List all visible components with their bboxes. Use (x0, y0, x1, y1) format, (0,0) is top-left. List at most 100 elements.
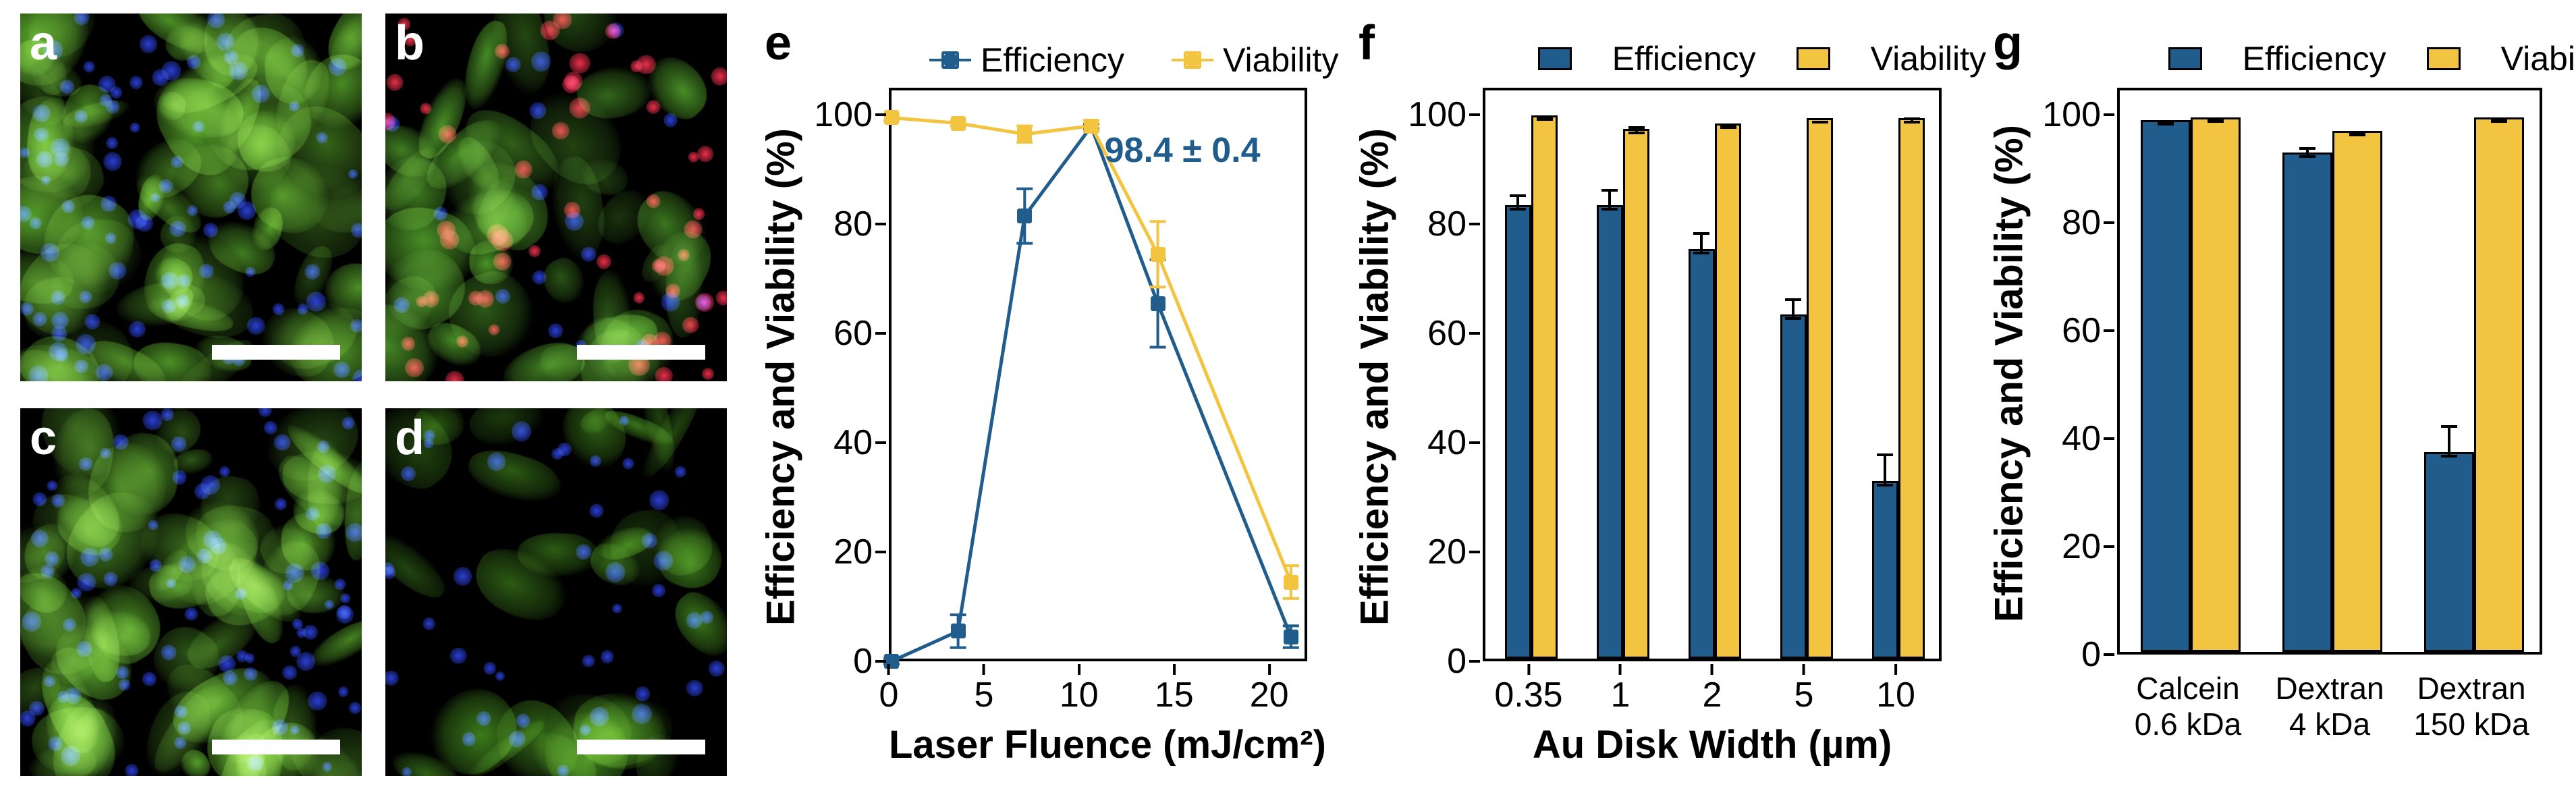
line-series-svg (892, 90, 1310, 664)
marker (1151, 296, 1166, 311)
scalebar-d (577, 740, 705, 754)
panel-label-a: a (30, 19, 57, 67)
marker (1017, 209, 1032, 223)
errorbar (1727, 123, 1730, 129)
bar-efficiency (2282, 153, 2332, 652)
ylabel: Efficiency and Viability (%) (1352, 90, 1398, 664)
bar-viability (1715, 123, 1741, 659)
bar-viability (1898, 118, 1925, 659)
xlabel: Laser Fluence (mJ/cm²) (889, 722, 1307, 767)
errorbar (1792, 298, 1794, 320)
chart-f: f 020406080100Efficiency and Viability (… (1354, 13, 1955, 776)
legend-text: Efficiency (981, 40, 1124, 80)
marker (884, 654, 899, 669)
xtick: 2 (1703, 678, 1722, 713)
legend-item: Efficiency (929, 40, 1124, 80)
legend-swatch (2168, 47, 2202, 70)
legend-swatch (2427, 47, 2461, 70)
errorbar (2356, 131, 2359, 136)
legend: Efficiency Viability (929, 40, 1338, 80)
panel-a: a (20, 13, 362, 381)
plot-frame (2117, 88, 2542, 655)
bar-viability (2332, 131, 2382, 652)
scalebar-a (212, 345, 340, 360)
bar-efficiency (1872, 481, 1898, 659)
marker (1151, 247, 1166, 262)
bar-viability (2474, 117, 2524, 652)
series-line-efficiency (892, 126, 1291, 661)
micrograph-grid: a b c d (20, 13, 727, 776)
legend-swatch (1797, 47, 1830, 70)
figure-root: a b c d e 98.4 ± 0.4020406080100Efficien… (0, 0, 2576, 801)
marker (1017, 127, 1032, 142)
legend: Efficiency Viability (2168, 39, 2576, 78)
errorbar (2306, 147, 2309, 158)
xtick: 10 (1876, 678, 1915, 713)
xtick: 5 (1794, 678, 1814, 713)
legend-text: Viability (1871, 39, 1986, 78)
plot-frame: 98.4 ± 0.4 (889, 88, 1307, 661)
xtick: 20 (1250, 678, 1289, 713)
errorbar (1608, 189, 1611, 211)
xtick: 15 (1155, 678, 1194, 713)
panel-label-f: f (1359, 19, 1375, 67)
bar-viability (1807, 118, 1833, 659)
xtick: 10 (1060, 678, 1099, 713)
errorbar (1543, 117, 1546, 120)
panel-label-e: e (765, 19, 792, 67)
errorbar (2164, 120, 2167, 126)
bar-efficiency (1505, 205, 1531, 659)
errorbar (1700, 232, 1703, 254)
errorbar (1819, 121, 1821, 123)
errorbar (2214, 117, 2217, 123)
xtick: 0 (879, 678, 899, 713)
panel-b: b (385, 13, 727, 381)
xtick: 5 (974, 678, 993, 713)
marker (1284, 630, 1298, 644)
annotation: 98.4 ± 0.4 (1105, 133, 1261, 168)
bar-efficiency (1689, 249, 1715, 659)
cell-field-b (385, 13, 727, 381)
xlabel: Au Disk Width (µm) (1483, 722, 1942, 767)
ylabel: Efficiency and Viability (%) (759, 90, 804, 664)
legend-text: Efficiency (2243, 39, 2386, 78)
bar-efficiency (1780, 314, 1807, 659)
errorbar (1516, 194, 1519, 211)
cell-field-d (385, 408, 727, 776)
errorbar (1911, 117, 1913, 123)
cell-field-a (20, 13, 362, 381)
errorbar (1635, 126, 1638, 134)
marker (1084, 119, 1099, 134)
legend-swatch (1538, 47, 1572, 70)
panel-c: c (20, 408, 362, 776)
panel-d: d (385, 408, 727, 776)
marker (1284, 575, 1298, 590)
legend-text: Viability (1223, 40, 1338, 80)
xtick: Calcein0.6 kDa (2135, 671, 2242, 742)
legend-item: Viability (1172, 40, 1338, 80)
errorbar (2498, 117, 2500, 123)
bar-viability (1531, 115, 1558, 659)
marker (951, 624, 966, 638)
errorbar (1884, 453, 1886, 487)
bar-efficiency (2424, 452, 2474, 652)
errorbar (2448, 425, 2450, 458)
bar-efficiency (2141, 120, 2191, 652)
marker (884, 110, 899, 125)
legend-text: Viability (2501, 39, 2576, 78)
legend-swatch (929, 59, 971, 61)
legend: Efficiency Viability (1538, 39, 1986, 78)
series-line-viability (892, 117, 1291, 582)
legend-swatch (1172, 59, 1213, 61)
xtick: 1 (1611, 678, 1630, 713)
chart-g: g 020406080100Efficiency and Viability (… (1989, 13, 2556, 776)
ylabel: Efficiency and Viability (%) (1987, 90, 2032, 657)
panel-label-d: d (395, 414, 424, 462)
panel-label-c: c (30, 414, 57, 462)
chart-e: e 98.4 ± 0.4020406080100Efficiency and V… (761, 13, 1321, 776)
scalebar-b (577, 345, 705, 360)
legend-text: Efficiency (1612, 39, 1756, 78)
marker (951, 116, 966, 131)
bar-efficiency (1597, 205, 1623, 659)
bar-viability (2191, 117, 2241, 652)
